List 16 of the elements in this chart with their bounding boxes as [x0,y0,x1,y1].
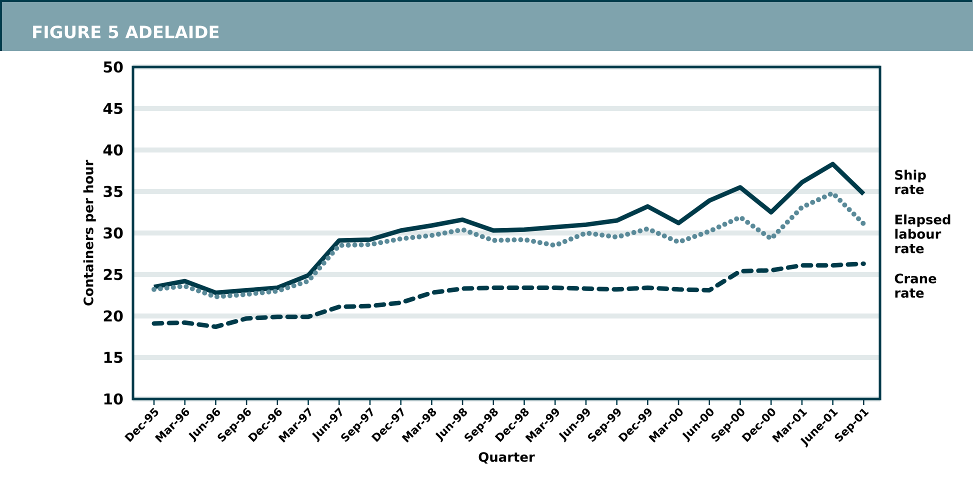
chart-title: FIGURE 5 ADELAIDE [33,26,219,38]
y-tick-label: 15 [104,352,122,364]
line-series [152,162,866,295]
x-axis-title: Quarter [478,452,535,464]
text: Elapsed labour rate [895,214,950,254]
y-tick-label: 40 [103,144,123,156]
y-tick-label: 10 [104,393,123,405]
text: Ship rate [895,170,926,194]
y-tick-label: 25 [104,268,122,280]
y-tick-label: 20 [104,310,123,322]
y-axis-title: Containers per hour [83,160,96,306]
y-tick-label: 50 [104,61,123,73]
y-tick-label: 35 [104,186,122,198]
y-tick-label: 45 [103,102,122,114]
y-tick-label: 30 [104,227,123,239]
text: Crane rate [894,274,936,298]
